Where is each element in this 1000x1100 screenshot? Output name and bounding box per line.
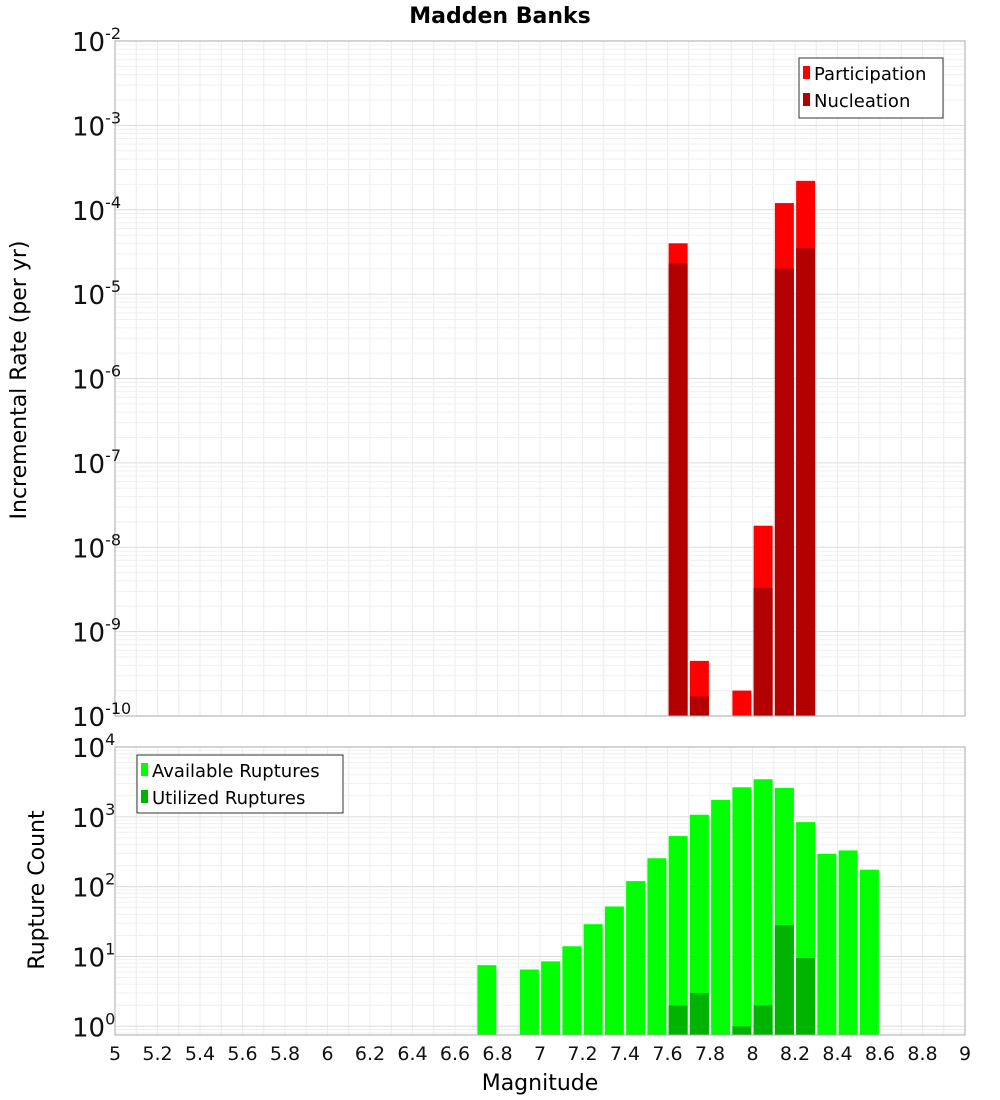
legend-box bbox=[136, 754, 344, 814]
x-tick-label: 6.2 bbox=[355, 1043, 385, 1065]
x-tick-label: 8.2 bbox=[780, 1043, 810, 1065]
bar-available-ruptures bbox=[859, 869, 879, 1035]
bar-available-ruptures bbox=[626, 881, 646, 1035]
legend-box bbox=[798, 57, 944, 119]
bar-available-ruptures bbox=[583, 924, 603, 1035]
bar-utilized-ruptures bbox=[753, 1005, 773, 1035]
x-axis-label: Magnitude bbox=[482, 1071, 599, 1096]
legend: Participation Nucleation bbox=[798, 57, 944, 119]
bar-utilized-ruptures bbox=[689, 992, 709, 1035]
x-tick-label: 7.8 bbox=[695, 1043, 725, 1065]
bar-available-ruptures bbox=[711, 799, 731, 1035]
bar-available-ruptures bbox=[562, 946, 582, 1035]
x-tick-label: 5.8 bbox=[270, 1043, 300, 1065]
x-tick-label: 7.6 bbox=[652, 1043, 682, 1065]
legend: Available Ruptures Utilized Ruptures bbox=[136, 754, 344, 814]
legend-label-available-ruptures: Available Ruptures bbox=[152, 761, 320, 782]
x-tick-label: 9 bbox=[959, 1043, 971, 1065]
x-tick-label: 6 bbox=[321, 1043, 333, 1065]
bar-utilized-ruptures bbox=[796, 958, 816, 1035]
x-tick-label: 8 bbox=[746, 1043, 758, 1065]
x-tick-label: 5.4 bbox=[185, 1043, 215, 1065]
x-tick-label: 6.8 bbox=[482, 1043, 512, 1065]
legend-swatch-nucleation bbox=[803, 93, 810, 106]
y-tick-label: 10-7 bbox=[72, 446, 121, 480]
y-tick-label: 104 bbox=[72, 730, 115, 764]
top-y-axis-label: Incremental Rate (per yr) bbox=[7, 241, 32, 520]
bar-nucleation bbox=[753, 587, 773, 716]
x-tick-label: 5.6 bbox=[227, 1043, 257, 1065]
bar-nucleation bbox=[796, 248, 816, 717]
bar-available-ruptures bbox=[817, 853, 837, 1035]
panel-rate: 10-10 10-9 10-8 10-7 10-6 10-5 10-4 10-3 10-2 Par… bbox=[72, 24, 966, 733]
plot-frame bbox=[114, 746, 966, 1036]
y-tick-label: 103 bbox=[72, 800, 115, 834]
bar-available-ruptures bbox=[689, 814, 709, 1035]
y-tick-label: 10-5 bbox=[72, 277, 121, 311]
bar-utilized-ruptures bbox=[774, 925, 794, 1035]
bar-available-ruptures bbox=[838, 850, 858, 1035]
y-tick-label: 102 bbox=[72, 870, 115, 904]
chart-title: Madden Banks bbox=[409, 4, 590, 29]
bar-available-ruptures bbox=[647, 858, 667, 1035]
grid bbox=[114, 40, 966, 717]
y-tick-label: 10-2 bbox=[72, 24, 121, 58]
legend-label-participation: Participation bbox=[814, 64, 926, 85]
y-tick-label: 100 bbox=[72, 1009, 115, 1043]
bottom-y-axis-label: Rupture Count bbox=[25, 810, 50, 970]
y-tick-label: 10-8 bbox=[72, 530, 121, 564]
bar-available-ruptures bbox=[753, 779, 773, 1035]
y-tick-label: 10-4 bbox=[72, 193, 121, 227]
x-tick-label: 7 bbox=[534, 1043, 546, 1065]
legend-label-nucleation: Nucleation bbox=[814, 91, 910, 112]
x-tick-label: 8.4 bbox=[822, 1043, 852, 1065]
x-tick-label: 6.6 bbox=[440, 1043, 470, 1065]
bar-utilized-ruptures bbox=[732, 1026, 752, 1035]
bar-nucleation bbox=[689, 696, 709, 716]
y-tick-label: 10-3 bbox=[72, 108, 121, 142]
bar-available-ruptures bbox=[519, 969, 539, 1035]
bar-participation bbox=[732, 690, 752, 716]
bar-available-ruptures bbox=[604, 906, 624, 1035]
legend-swatch-available-ruptures bbox=[141, 763, 148, 776]
bar-available-ruptures bbox=[477, 965, 497, 1035]
bar-available-ruptures bbox=[732, 787, 752, 1035]
legend-swatch-participation bbox=[803, 66, 810, 79]
x-tick-label: 8.8 bbox=[907, 1043, 937, 1065]
bar-available-ruptures bbox=[541, 961, 561, 1035]
bar-available-ruptures bbox=[668, 836, 688, 1035]
x-tick-label: 7.2 bbox=[567, 1043, 597, 1065]
x-tick-label: 8.6 bbox=[865, 1043, 895, 1065]
y-tick-label: 10-6 bbox=[72, 362, 121, 396]
x-tick-label: 5 bbox=[109, 1043, 121, 1065]
legend-label-utilized-ruptures: Utilized Ruptures bbox=[152, 788, 305, 809]
y-tick-label: 101 bbox=[72, 939, 115, 973]
bar-nucleation bbox=[774, 268, 794, 716]
x-tick-label: 6.4 bbox=[397, 1043, 427, 1065]
panel-count: 100 101 102 103 104 5 5.2 5.4 5.6 5.8 6 6.2 6.4 6.6 6.… bbox=[72, 730, 971, 1065]
plot-frame bbox=[114, 40, 966, 717]
x-tick-label: 7.4 bbox=[610, 1043, 640, 1065]
legend-swatch-utilized-ruptures bbox=[141, 790, 148, 803]
bar-nucleation bbox=[668, 263, 688, 716]
bar-utilized-ruptures bbox=[668, 1005, 688, 1035]
y-tick-label: 10-10 bbox=[72, 699, 131, 733]
x-tick-label: 5.2 bbox=[142, 1043, 172, 1065]
y-tick-label: 10-9 bbox=[72, 615, 121, 649]
